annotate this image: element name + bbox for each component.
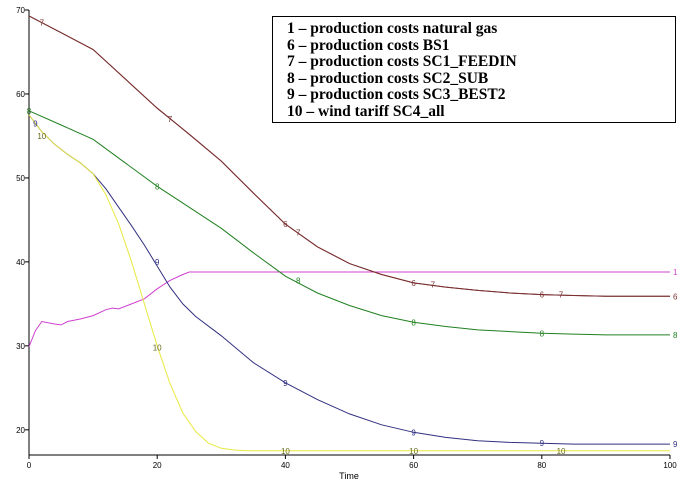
y-tick-label: 40 [16,258,25,267]
x-tick-label: 60 [409,461,418,470]
y-tick-label: 20 [16,426,25,435]
legend-entry-8: 8 – production costs SC2_SUB [287,69,489,87]
x-tick-label: 40 [281,461,290,470]
x-tick-label: 100 [663,461,677,470]
series-marker-10: 10 [281,447,290,456]
series-marker-7: 7 [40,19,45,28]
x-tick-label: 0 [27,461,32,470]
series-marker-9: 9 [411,428,416,437]
series-marker-1: 1 [673,268,678,277]
y-tick-label: 60 [16,90,25,99]
y-tick-label: 30 [16,342,25,351]
x-axis-title: Time [339,471,359,481]
legend-entry-10: 10 – wind tariff SC4_all [287,102,445,120]
series-marker-8: 8 [296,276,301,285]
series-line-9 [28,114,670,445]
series-marker-10: 10 [557,447,566,456]
legend: 1 – production costs natural gas 6 – pro… [272,16,676,123]
series-marker-6: 6 [283,220,288,229]
y-tick-label: 70 [16,6,25,15]
series-line-10 [28,114,670,452]
series-marker-6: 6 [411,279,416,288]
x-tick-label: 20 [153,461,162,470]
series-line-7 [28,15,670,297]
series-marker-7: 7 [296,229,301,238]
series-marker-8: 8 [155,182,160,191]
legend-entry-7: 7 – production costs SC1_FEEDIN [287,53,517,71]
legend-entry-9: 9 – production costs SC3_BEST2 [287,86,506,104]
series-marker-10: 10 [37,132,46,141]
series-marker-7: 7 [168,115,173,124]
series-marker-6: 6 [540,291,545,300]
series-marker-8: 8 [27,107,32,116]
series-marker-7: 7 [559,291,564,300]
series-lines [28,15,670,452]
series-marker-8: 8 [540,329,545,338]
legend-entry-6: 6 – production costs BS1 [287,36,450,54]
series-line-8 [28,110,670,336]
series-marker-8: 8 [673,331,678,340]
series-marker-9: 9 [33,119,38,128]
x-tick-label: 80 [537,461,546,470]
series-marker-6: 6 [673,292,678,301]
series-marker-9: 9 [155,258,160,267]
series-marker-9: 9 [283,379,288,388]
series-marker-10: 10 [409,447,418,456]
axes: 0 20 40 60 80 100 20 30 40 50 60 70 [16,6,677,470]
series-marker-8: 8 [411,318,416,327]
series-line-1 [28,271,670,347]
series-marker-9: 9 [540,439,545,448]
series-marker-7: 7 [431,281,436,290]
series-marker-9: 9 [673,440,678,449]
series-marker-10: 10 [153,344,162,353]
legend-entry-1: 1 – production costs natural gas [287,20,498,37]
y-tick-label: 50 [16,174,25,183]
